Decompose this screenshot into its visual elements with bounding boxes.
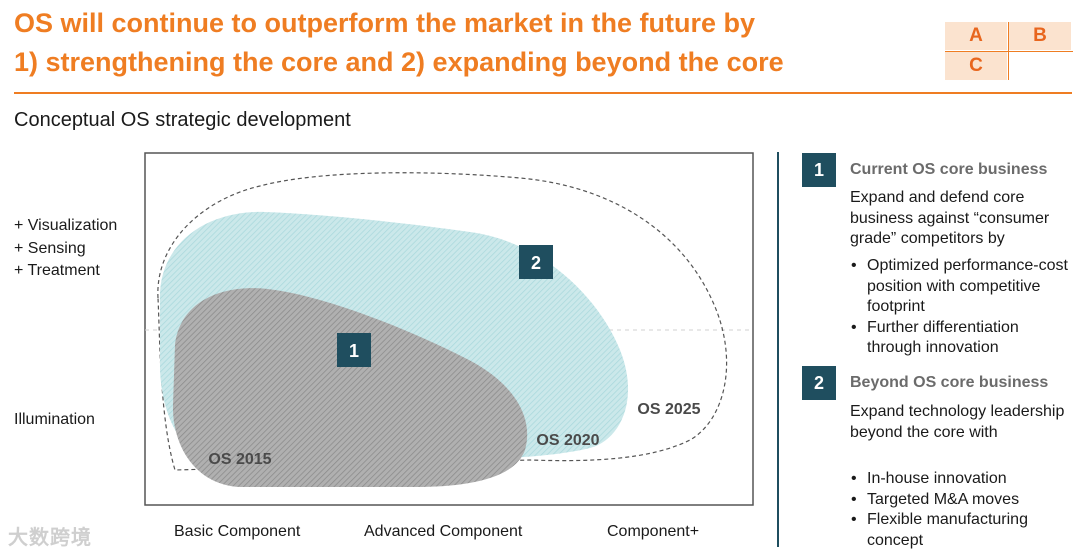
label-os-2025: OS 2025 xyxy=(637,401,700,418)
matrix-cell-b: B xyxy=(1009,22,1071,50)
section-1-number: 1 xyxy=(802,153,836,187)
section-2-bullet: In-house innovation xyxy=(850,469,1075,490)
y-label-treatment: + Treatment xyxy=(14,262,100,279)
slide-title-line-1: OS will continue to outperform the marke… xyxy=(14,8,756,38)
section-1-bullets: Optimized performance-cost position with… xyxy=(850,256,1075,359)
section-1-bullet: Optimized performance-cost position with… xyxy=(850,256,1075,318)
section-2-heading: Beyond OS core business xyxy=(850,374,1049,391)
x-label-component-plus: Component+ xyxy=(607,523,700,540)
y-label-sensing: + Sensing xyxy=(14,239,86,257)
slide-title: OS will continue to outperform the marke… xyxy=(14,4,914,82)
marker-2-label: 2 xyxy=(531,253,541,273)
matrix-divider-horizontal xyxy=(945,51,1073,52)
header-divider xyxy=(14,92,1072,94)
label-os-2020: OS 2020 xyxy=(536,432,599,449)
matrix-cell-c: C xyxy=(945,52,1007,80)
section-2-bullets: In-house innovation Targeted M&A moves F… xyxy=(850,469,1075,551)
matrix-cell-a: A xyxy=(945,22,1007,50)
x-label-advanced-component: Advanced Component xyxy=(364,523,523,540)
section-2-number: 2 xyxy=(802,366,836,400)
marker-2-box xyxy=(519,245,553,279)
diagram-subtitle: Conceptual OS strategic development xyxy=(14,109,351,131)
section-2-bullet: Targeted M&A moves xyxy=(850,490,1075,511)
watermark-logo: 大数跨境 xyxy=(8,527,92,549)
section-2-bullet: Flexible manufacturing concept xyxy=(850,510,1075,551)
marker-1-box xyxy=(337,333,371,367)
x-label-basic-component: Basic Component xyxy=(174,523,301,540)
section-1-body: Expand and defend core business against … xyxy=(850,189,1050,247)
abc-matrix: A B C xyxy=(945,22,1073,80)
section-1-bullet: Further differentiation through innovati… xyxy=(850,318,1075,359)
label-os-2015: OS 2015 xyxy=(208,451,271,468)
panel-divider xyxy=(777,152,779,547)
y-label-visualization: + Visualization xyxy=(14,217,118,234)
section-2-body: Expand technology leadership beyond the … xyxy=(850,403,1065,441)
section-1-heading: Current OS core business xyxy=(850,161,1048,178)
y-label-illumination: Illumination xyxy=(14,411,95,428)
strategy-diagram: OS 2015 OS 2020 OS 2025 1 2 xyxy=(144,152,754,506)
marker-1-label: 1 xyxy=(349,341,359,361)
slide-title-line-2: 1) strengthening the core and 2) expandi… xyxy=(14,47,784,77)
area-os-2015 xyxy=(172,288,528,487)
